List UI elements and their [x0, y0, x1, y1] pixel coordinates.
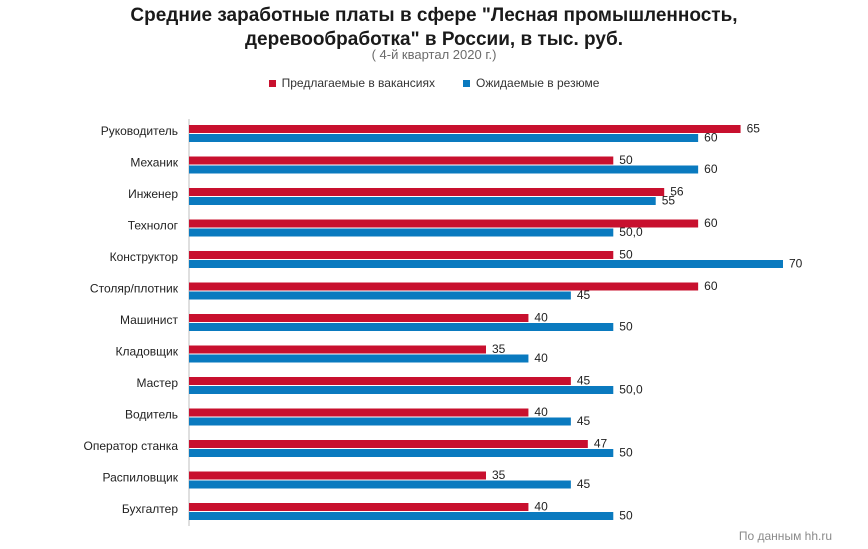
chart-title-line-1: Средние заработные платы в сфере "Лесная… — [130, 5, 738, 26]
bar-vacancies — [189, 156, 614, 165]
data-label: 50 — [619, 153, 633, 167]
chart-title-line-2: деревообработка" в России, в тыс. руб. — [244, 29, 623, 50]
bar-resumes — [189, 386, 614, 394]
legend-swatch-blue — [462, 79, 470, 87]
bar-vacancies — [189, 188, 665, 196]
data-label: 47 — [594, 437, 608, 451]
source-note: По данным hh.ru — [738, 529, 832, 543]
data-label: 60 — [704, 162, 718, 176]
bar-vacancies — [189, 282, 699, 291]
data-label: 50 — [619, 446, 633, 460]
bar-resumes — [189, 260, 783, 268]
category-label: Руководитель — [101, 124, 178, 138]
data-label: 60 — [704, 279, 718, 293]
bar-resumes — [189, 291, 571, 300]
legend-swatch-red — [268, 79, 276, 87]
chart-title: Средние заработные платы в сфере "Лесная… — [0, 4, 868, 52]
category-label: Распиловщик — [103, 471, 179, 485]
bar-vacancies — [189, 408, 529, 417]
data-label: 45 — [577, 477, 591, 491]
data-label: 45 — [577, 288, 591, 302]
data-label: 40 — [534, 351, 548, 365]
bar-vacancies — [189, 314, 529, 322]
bar-vacancies — [189, 345, 486, 354]
data-label: 40 — [534, 311, 548, 325]
category-label: Конструктор — [110, 250, 179, 264]
bar-resumes — [189, 228, 614, 237]
category-label: Мастер — [136, 376, 178, 390]
data-label: 60 — [704, 131, 718, 145]
bar-resumes — [189, 449, 614, 457]
data-label: 55 — [662, 194, 676, 208]
category-label: Оператор станка — [84, 439, 179, 453]
data-label: 70 — [789, 257, 803, 271]
bar-vacancies — [189, 219, 699, 228]
bar-resumes — [189, 480, 571, 489]
data-label: 50 — [619, 509, 633, 523]
bar-resumes — [189, 417, 571, 426]
category-label: Кладовщик — [115, 345, 178, 359]
data-label: 65 — [747, 122, 761, 136]
bar-vacancies — [189, 503, 529, 511]
data-label: 35 — [492, 342, 506, 356]
data-label: 45 — [577, 414, 591, 428]
category-label: Машинист — [120, 313, 178, 327]
legend-item-vacancies: Предлагаемые в вакансиях — [268, 76, 435, 90]
chart-subtitle: ( 4-й квартал 2020 г.) — [371, 47, 497, 62]
bar-resumes — [189, 134, 699, 142]
data-label: 35 — [492, 468, 506, 482]
data-label: 50 — [619, 320, 633, 334]
legend-label-resumes: Ожидаемые в резюме — [475, 76, 600, 90]
category-label: Бухгалтер — [122, 502, 178, 516]
data-label: 40 — [534, 405, 548, 419]
bar-vacancies — [189, 377, 571, 385]
data-label: 50,0 — [619, 383, 643, 397]
bar-resumes — [189, 512, 614, 520]
bar-vacancies — [189, 251, 614, 259]
data-label: 45 — [577, 374, 591, 388]
bar-resumes — [189, 323, 614, 331]
bar-vacancies — [189, 471, 486, 480]
category-label: Инженер — [128, 187, 178, 201]
category-label: Механик — [130, 156, 178, 170]
data-label: 60 — [704, 216, 718, 230]
category-label: Технолог — [128, 219, 179, 233]
data-label: 50 — [619, 248, 633, 262]
chart-legend: Предлагаемые в вакансиях Ожидаемые в рез… — [0, 76, 868, 90]
data-label: 50,0 — [619, 225, 643, 239]
bar-resumes — [189, 197, 656, 205]
bar-vacancies — [189, 440, 588, 448]
legend-label-vacancies: Предлагаемые в вакансиях — [281, 76, 435, 90]
data-label: 56 — [670, 185, 684, 199]
legend-item-resumes: Ожидаемые в резюме — [462, 76, 600, 90]
bar-vacancies — [189, 125, 741, 133]
category-label: Водитель — [125, 408, 178, 422]
bar-resumes — [189, 354, 529, 363]
bar-resumes — [189, 165, 699, 174]
category-label: Столяр/плотник — [90, 282, 179, 296]
data-label: 40 — [534, 500, 548, 514]
